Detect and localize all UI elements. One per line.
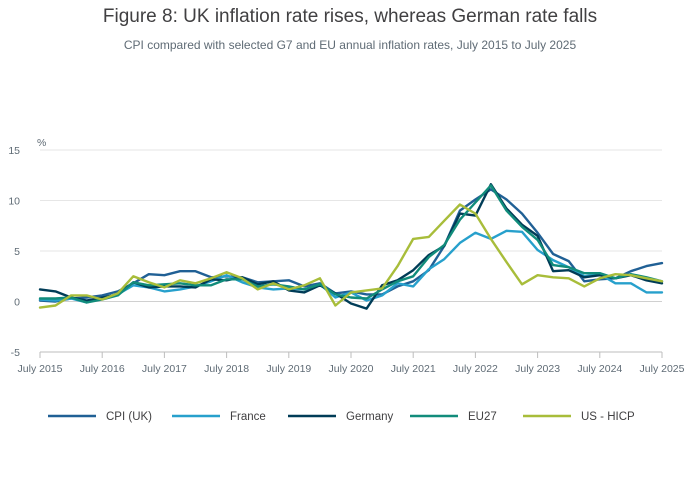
legend-label: CPI (UK) (106, 411, 152, 423)
y-axis-ticks: -5 0 5 10 15 (8, 145, 20, 359)
chart-title: Figure 8: UK inflation rate rises, where… (102, 6, 598, 27)
legend-label: US - HICP (581, 411, 635, 423)
y-tick-label: 10 (8, 196, 20, 208)
x-tick-label: July 2020 (329, 363, 374, 375)
series-line-germany[interactable] (38, 183, 664, 310)
x-tick-label: July 2018 (204, 363, 249, 375)
x-axis: July 2015 July 2016 July 2017 July 2018 July… (18, 351, 685, 375)
x-tick-label: July 2022 (453, 363, 498, 375)
chart-subtitle: CPI compared with selected G7 and EU ann… (123, 38, 577, 52)
series-line-us-hicp[interactable] (38, 203, 664, 309)
y-axis-label: % (37, 137, 46, 149)
x-tick-label: July 2025 (640, 363, 685, 375)
gridlines (40, 149, 662, 353)
legend-label: Germany (346, 411, 394, 423)
legend-label: EU27 (468, 411, 497, 423)
x-tick-label: July 2016 (80, 363, 125, 375)
x-tick-label: July 2019 (266, 363, 311, 375)
x-tick-label: July 2023 (515, 363, 560, 375)
legend-label: France (230, 411, 266, 423)
legend: CPI (UK) France Germany EU27 US - HICP (48, 411, 635, 423)
series-lines (38, 183, 664, 310)
x-tick-label: July 2021 (391, 363, 436, 375)
series-line-eu27[interactable] (38, 184, 664, 304)
y-tick-label: 0 (14, 297, 20, 309)
y-tick-label: 15 (8, 145, 20, 157)
y-tick-label: 5 (14, 246, 20, 258)
y-tick-label: -5 (11, 347, 20, 359)
x-tick-label: July 2024 (577, 363, 622, 375)
x-tick-label: July 2017 (142, 363, 187, 375)
x-tick-label: July 2015 (18, 363, 63, 375)
